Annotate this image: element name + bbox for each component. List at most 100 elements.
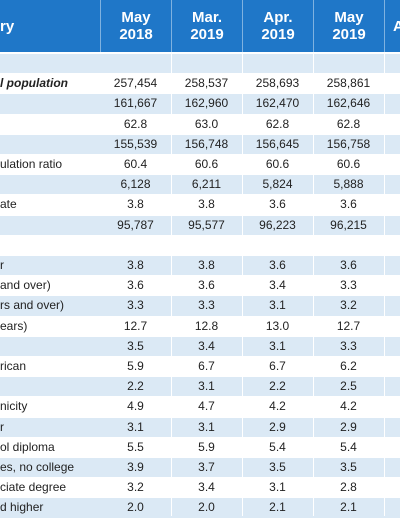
table-row: 161,667 162,960 162,470 162,646 bbox=[0, 94, 400, 114]
table-cell: 257,454 bbox=[113, 76, 158, 91]
table-cell: 3.5 bbox=[340, 460, 357, 474]
table-cell: 3.4 bbox=[198, 480, 215, 495]
table-cell: 2.1 bbox=[340, 500, 357, 515]
table-cell: 6.7 bbox=[198, 359, 215, 373]
table-row: r 3.8 3.8 3.6 3.6 bbox=[0, 256, 400, 276]
table-cell: 155,539 bbox=[113, 136, 158, 151]
table-row: 2.2 3.1 2.2 2.5 bbox=[0, 377, 400, 397]
row-label: ulation ratio bbox=[0, 157, 63, 171]
table-cell: 12.7 bbox=[123, 318, 148, 333]
table-cell: 258,861 bbox=[326, 76, 371, 91]
header-year: 2019 bbox=[261, 26, 295, 43]
row-label: rican bbox=[0, 359, 27, 373]
table-cell: 3.6 bbox=[198, 278, 215, 293]
column-divider bbox=[313, 52, 314, 516]
table-cell: 258,693 bbox=[255, 76, 300, 91]
table-row bbox=[0, 54, 400, 74]
table-cell: 3.8 bbox=[127, 197, 144, 212]
table-cell: 95,787 bbox=[117, 217, 154, 232]
table-cell: 5.4 bbox=[340, 439, 357, 454]
table-cell: 5.9 bbox=[198, 439, 215, 454]
table-cell: 156,758 bbox=[326, 136, 371, 151]
table-cell: 2.0 bbox=[127, 500, 144, 515]
table-cell: 5.5 bbox=[127, 439, 144, 454]
table-cell: 3.3 bbox=[340, 278, 357, 293]
row-label: l population bbox=[0, 76, 68, 91]
table-cell: 2.1 bbox=[269, 500, 286, 515]
row-label: rs and over) bbox=[0, 298, 65, 313]
row-label: ears) bbox=[0, 318, 28, 333]
table-cell: 3.1 bbox=[127, 419, 144, 434]
table-row: ears) 12.7 12.8 13.0 12.7 bbox=[0, 317, 400, 336]
table-cell: 6,211 bbox=[191, 177, 222, 192]
table-cell: 3.1 bbox=[198, 419, 215, 434]
table-cell: 161,667 bbox=[113, 96, 158, 111]
table-cell: 12.7 bbox=[336, 318, 361, 333]
table-cell: 5,888 bbox=[333, 177, 364, 192]
table-cell: 3.4 bbox=[198, 338, 215, 353]
table-cell: 95,577 bbox=[188, 217, 225, 232]
header-month: Mar. bbox=[191, 9, 222, 26]
table-cell: 4.7 bbox=[198, 399, 215, 414]
table-cell: 96,215 bbox=[330, 217, 367, 232]
table-row bbox=[0, 236, 400, 255]
row-label: ciate degree bbox=[0, 480, 67, 495]
table-cell: 162,960 bbox=[184, 96, 229, 111]
table-cell: 12.8 bbox=[194, 318, 219, 333]
header-col-partial: A bbox=[384, 0, 400, 52]
table-cell: 3.1 bbox=[269, 298, 286, 313]
header-month: Apr. bbox=[263, 9, 293, 26]
table-cell: 3.4 bbox=[269, 278, 286, 293]
header-year: 2019 bbox=[190, 26, 224, 43]
table-cell: 96,223 bbox=[259, 217, 296, 232]
table-cell: 3.1 bbox=[269, 480, 286, 495]
table-cell: 162,646 bbox=[326, 96, 371, 111]
table-row: es, no college 3.9 3.7 3.5 3.5 bbox=[0, 458, 400, 478]
table-header: ry May 2018 Mar. 2019 Apr. 2019 May 2019… bbox=[0, 0, 400, 52]
table-row: d higher 2.0 2.0 2.1 2.1 bbox=[0, 498, 400, 518]
table-cell: 60.4 bbox=[123, 157, 148, 171]
table-row: 95,787 95,577 96,223 96,215 bbox=[0, 215, 400, 235]
table-row: l population 257,454 258,537 258,693 258,861 bbox=[0, 74, 400, 93]
header-category: ry bbox=[0, 18, 15, 35]
table-cell: 60.6 bbox=[194, 157, 219, 171]
table-cell: 156,748 bbox=[184, 136, 229, 151]
header-year: 2018 bbox=[119, 26, 153, 43]
row-label: nicity bbox=[0, 399, 28, 414]
table-cell: 13.0 bbox=[265, 318, 290, 333]
table-cell: 162,470 bbox=[255, 96, 300, 111]
header-year: 2019 bbox=[332, 26, 366, 43]
table-row: ate 3.8 3.8 3.6 3.6 bbox=[0, 195, 400, 214]
table-cell: 62.8 bbox=[265, 116, 290, 131]
table-row: nicity 4.9 4.7 4.2 4.2 bbox=[0, 397, 400, 416]
table-cell: 62.8 bbox=[336, 116, 361, 131]
table-cell: 3.8 bbox=[127, 258, 144, 272]
table-cell: 3.3 bbox=[127, 298, 144, 313]
table-cell: 2.5 bbox=[340, 379, 357, 394]
table-row: 155,539 156,748 156,645 156,758 bbox=[0, 134, 400, 154]
table-row: and over) 3.6 3.6 3.4 3.3 bbox=[0, 276, 400, 295]
table-cell: 6,128 bbox=[120, 177, 151, 192]
table-row: ulation ratio 60.4 60.6 60.6 60.6 bbox=[0, 155, 400, 174]
table-cell: 3.2 bbox=[340, 298, 357, 313]
table-cell: 3.6 bbox=[269, 258, 286, 272]
table-cell: 3.8 bbox=[198, 197, 215, 212]
table-cell: 60.6 bbox=[265, 157, 290, 171]
table-cell: 3.6 bbox=[127, 278, 144, 293]
table-cell: 6.2 bbox=[340, 359, 357, 373]
table-row: rs and over) 3.3 3.3 3.1 3.2 bbox=[0, 296, 400, 316]
table-cell: 5.4 bbox=[269, 439, 286, 454]
table-cell: 3.7 bbox=[198, 460, 215, 474]
table-cell: 3.9 bbox=[127, 460, 144, 474]
table-cell: 5,824 bbox=[262, 177, 293, 192]
header-col: May 2018 bbox=[100, 0, 171, 52]
header-col: Mar. 2019 bbox=[171, 0, 242, 52]
header-col: May 2019 bbox=[313, 0, 384, 52]
row-label: ate bbox=[0, 197, 17, 212]
table-cell: 2.9 bbox=[269, 419, 286, 434]
table-cell: 62.8 bbox=[123, 116, 148, 131]
table-cell: 156,645 bbox=[255, 136, 300, 151]
table-cell: 3.3 bbox=[340, 338, 357, 353]
row-label: r bbox=[0, 258, 4, 272]
table-row: 6,128 6,211 5,824 5,888 bbox=[0, 175, 400, 195]
